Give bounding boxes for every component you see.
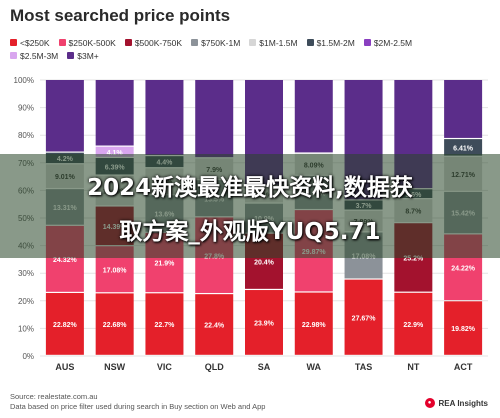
legend-label: $2.5M-3M [20,50,59,61]
source-text: Source: realestate.com.au [10,392,98,401]
bar-segment [45,293,84,355]
data-label: 22.7% [155,322,176,329]
data-label: 17.08% [103,267,128,274]
data-label: 24.32% [53,257,78,264]
bar-segment-top [294,80,333,153]
data-label: 27.67% [352,315,377,322]
legend-item: $2M-2.5M [363,36,413,49]
legend-item: $750K-1M [191,36,240,49]
data-label: 22.98% [302,322,327,329]
x-tick-label: ACT [454,362,473,372]
data-label: 22.82% [53,322,78,329]
bar-segment [294,292,333,355]
legend-item: <$250K [10,36,50,49]
legend-label: $3M+ [77,50,99,61]
y-tick-label: 10% [18,324,34,333]
y-tick-label: 20% [18,297,34,306]
legend-row-2: $2.5M-3M $3M+ [10,49,490,62]
bar-segment [394,292,433,355]
x-tick-label: SA [258,362,271,372]
x-tick-label: NSW [104,362,126,372]
bar-segment [344,279,383,355]
data-label: 20.4% [254,259,275,266]
x-tick-label: AUS [55,362,74,372]
legend-label: $500K-750K [134,37,183,48]
legend-item: $3M+ [67,49,99,62]
data-label: 22.9% [403,322,424,329]
x-tick-label: WA [307,362,322,372]
legend-swatch [249,39,257,46]
legend-swatch [306,39,314,46]
data-label: 21.9% [155,261,176,268]
legend-swatch [10,52,17,59]
bar-segment [95,293,134,355]
y-tick-label: 0% [22,352,34,361]
y-tick-label: 30% [18,269,34,278]
data-label: 6.41% [453,145,474,152]
bar-segment [195,294,234,355]
data-label: 22.4% [204,323,225,330]
data-label: 23.9% [254,321,275,328]
legend-swatch [124,39,132,46]
legend-label: $2M-2.5M [373,37,413,48]
legend-label: $1M-1.5M [259,37,298,48]
data-label: 25.2% [403,256,424,263]
bar-segment-top [145,80,184,155]
bar-segment [245,290,283,355]
chart-footer: Source: realestate.com.au Data based on … [10,392,265,412]
x-tick-label: QLD [205,362,224,372]
legend-swatch [363,39,371,46]
legend-label: <$250K [20,37,50,48]
legend-swatch [10,39,17,46]
rea-icon: ● [424,398,435,408]
data-label: 22.68% [103,322,128,329]
watermark-banner: 2024新澳最准最快资料,数据获 取方案_外观版YUQ5.71 [0,154,500,258]
bar-segment [145,293,184,355]
data-label: 4.1% [107,150,124,157]
bar-segment [444,301,483,355]
data-label: 24.22% [451,265,476,272]
bar-segment [95,146,134,157]
y-tick-label: 80% [18,131,34,140]
legend-item: $1.5M-2M [306,36,355,49]
legend-item: $500K-750K [124,36,183,49]
watermark-line-2: 取方案_外观版YUQ5.71 [119,219,381,245]
bar-segment-top [444,80,483,138]
bar-segment [444,139,483,156]
legend-swatch [58,39,66,46]
y-tick-label: 100% [14,76,34,85]
legend-label: $750K-1M [201,37,241,48]
brand-logo: ● REA Insights [424,398,488,408]
watermark-line-1: 2024新澳最准最快资料,数据获 [87,175,413,201]
y-tick-label: 90% [18,104,34,113]
legend-item: $2.5M-3M [10,49,58,62]
bar-segment-top [195,80,234,158]
x-tick-label: TAS [355,362,372,372]
chart-legend: <$250K $250K-500K $500K-750K $750K-1M $1… [10,36,490,62]
bar-segment-top [95,80,134,146]
x-tick-label: VIC [157,362,173,372]
legend-swatch [67,52,75,59]
legend-item: $250K-500K [58,36,116,49]
chart-title: Most searched price points [10,6,231,25]
legend-label: $1.5M-2M [316,37,355,48]
x-tick-label: NT [407,362,419,372]
legend-item: $1M-1.5M [249,36,298,49]
brand-name: REA Insights [438,398,488,408]
legend-label: $250K-500K [68,37,116,48]
legend-row-1: <$250K $250K-500K $500K-750K $750K-1M $1… [10,36,490,49]
data-label: 19.82% [451,326,476,333]
legend-swatch [191,39,199,46]
footnote-text: Data based on price filter used during s… [10,402,266,411]
bar-segment-top [45,80,84,152]
